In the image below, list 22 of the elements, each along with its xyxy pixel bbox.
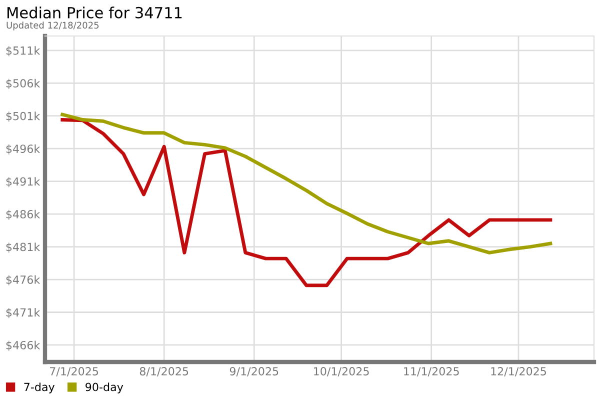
x-tick-label: 7/1/2025 — [50, 367, 98, 376]
x-tick-label: 10/1/2025 — [314, 367, 369, 376]
y-tick-label: $476k — [6, 275, 40, 286]
x-tick-label: 12/1/2025 — [491, 367, 546, 376]
legend-label: 7-day — [24, 382, 55, 394]
x-tick-label: 9/1/2025 — [230, 367, 278, 376]
y-tick-label: $481k — [6, 242, 40, 253]
y-tick-label: $511k — [6, 46, 40, 56]
line-series — [60, 112, 552, 254]
chart-subtitle: Updated 12/18/2025 — [6, 22, 99, 30]
line-series — [60, 118, 552, 288]
x-tick-label: 11/1/2025 — [404, 367, 459, 376]
chart-title: Median Price for 34711 — [8, 6, 182, 18]
y-tick-label: $466k — [6, 340, 40, 351]
y-tick-label: $471k — [6, 308, 40, 318]
y-tick-label: $501k — [6, 112, 40, 122]
y-tick-label: $491k — [6, 177, 40, 188]
legend-label: 90-day — [86, 382, 124, 394]
y-tick-label: $486k — [6, 210, 40, 220]
x-tick-label: 8/1/2025 — [140, 367, 188, 376]
y-tick-label: $506k — [6, 78, 40, 89]
y-tick-label: $496k — [6, 144, 40, 154]
